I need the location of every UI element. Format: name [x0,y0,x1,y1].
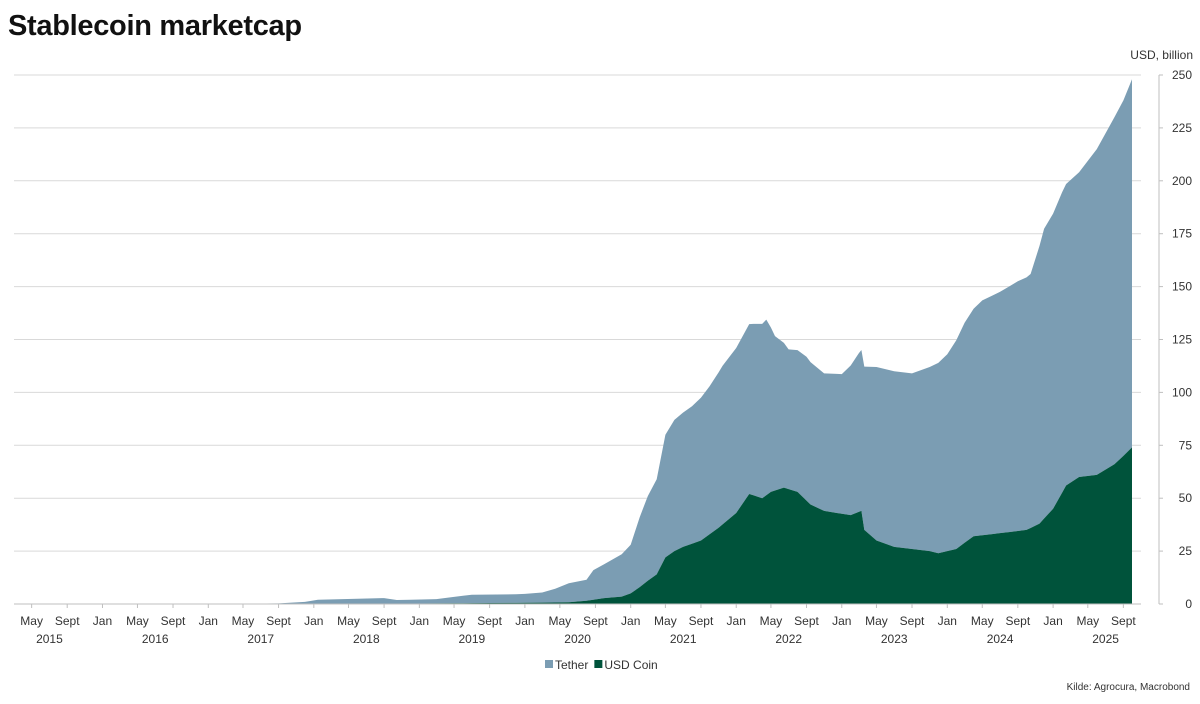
x-year-label: 2016 [142,632,169,646]
x-tick-label: May [20,614,43,628]
x-tick-label: Jan [727,614,746,628]
y-tick-label: 200 [1172,174,1192,188]
series-area-tether [14,79,1132,604]
x-tick-label: Jan [938,614,957,628]
x-tick-label: May [337,614,360,628]
x-tick-label: Sept [477,614,502,628]
series-area-usd-coin [14,447,1132,604]
x-tick-label: May [1076,614,1099,628]
x-tick-label: May [760,614,783,628]
x-year-label: 2020 [564,632,591,646]
y-tick-label: 250 [1172,68,1192,82]
legend: Tether USD Coin [545,658,658,672]
x-year-label: 2018 [353,632,380,646]
y-tick-label: 175 [1172,227,1192,241]
x-year-label: 2017 [247,632,274,646]
x-tick-label: May [549,614,572,628]
y-tick-label: 50 [1179,491,1193,505]
y-tick-label: 25 [1179,544,1193,558]
x-tick-label: Sept [266,614,291,628]
x-tick-label: Sept [794,614,819,628]
x-tick-label: Sept [161,614,186,628]
x-tick-label: May [126,614,149,628]
x-tick-label: Sept [1005,614,1030,628]
x-tick-label: May [654,614,677,628]
x-tick-label: May [865,614,888,628]
x-tick-label: Sept [583,614,608,628]
x-tick-label: May [971,614,994,628]
x-tick-label: Jan [621,614,640,628]
x-axis: May Sept Jan May Sept Jan May Sept Jan May Sept Jan… [14,603,1141,646]
x-tick-label: May [443,614,466,628]
y-tick-label: 125 [1172,333,1192,347]
x-tick-label: May [232,614,255,628]
y-tick-label: 150 [1172,280,1192,294]
x-tick-label: Sept [372,614,397,628]
source-note: Kilde: Agrocura, Macrobond [1066,682,1190,693]
x-year-label: 2021 [670,632,697,646]
legend-swatch [594,660,603,668]
x-tick-label: Jan [93,614,112,628]
x-tick-label: Sept [689,614,714,628]
y-tick-label: 225 [1172,121,1192,135]
y-axis: 0 25 50 75 100 125 150 175 200 225 250 [1158,68,1193,611]
legend-label: Tether [555,658,588,672]
x-tick-label: Sept [900,614,925,628]
x-year-label: 2015 [36,632,63,646]
y-tick-label: 100 [1172,385,1192,399]
x-tick-label: Jan [304,614,323,628]
x-year-label: 2022 [775,632,802,646]
y-tick-label: 0 [1185,597,1192,611]
x-year-label: 2019 [458,632,485,646]
x-tick-label: Jan [832,614,851,628]
legend-swatch [545,660,553,668]
x-tick-label: Sept [1111,614,1136,628]
x-tick-label: Jan [515,614,534,628]
y-axis-label: USD, billion [1130,48,1193,62]
gridlines [14,74,1141,605]
x-year-label: 2024 [987,632,1014,646]
x-tick-label: Sept [55,614,80,628]
series-areas [14,79,1132,604]
legend-label: USD Coin [604,658,657,672]
x-tick-label: Jan [410,614,429,628]
x-year-label: 2023 [881,632,908,646]
x-tick-label: Jan [199,614,218,628]
x-tick-label: Jan [1043,614,1062,628]
page-title: Stablecoin marketcap [8,10,302,42]
x-year-label: 2025 [1092,632,1119,646]
y-tick-label: 75 [1179,438,1193,452]
